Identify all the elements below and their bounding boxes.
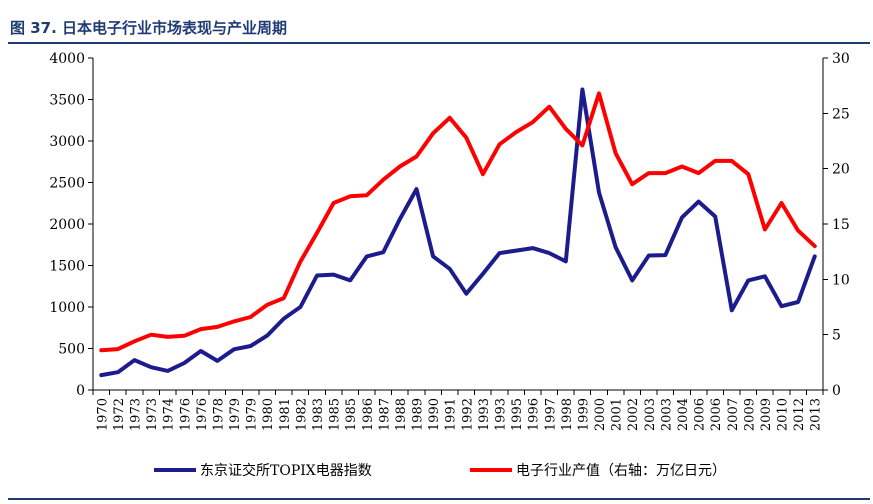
right-y-tick-label: 20 [832,162,850,178]
x-tick-label: 1996 [527,398,542,431]
right-y-tick-label: 30 [832,51,850,67]
x-tick-label: 1983 [311,398,326,431]
x-tick-label: 2001 [610,398,625,431]
x-tick-label: 1992 [460,398,475,431]
bottom-divider [8,498,870,500]
legend-swatch-output [470,468,512,472]
left-y-tick-label: 3500 [49,93,85,109]
x-tick-label: 1973 [128,398,143,431]
left-y-tick-label: 1000 [49,300,85,316]
x-tick-label: 1976 [195,398,210,431]
x-tick-label: 1997 [543,398,558,431]
x-tick-label: 1985 [328,398,343,431]
x-tick-label: 2012 [792,398,807,431]
left-y-tick-label: 2000 [49,217,85,233]
right-y-tick-label: 10 [832,272,850,288]
series-line-output [99,91,817,353]
x-tick-label: 2003 [643,398,658,431]
x-tick-label: 1993 [477,398,492,431]
legend-item-output: 电子行业产值（右轴：万亿日元） [470,460,726,480]
x-tick-label: 1999 [576,398,591,431]
x-tick-label: 2004 [676,398,691,431]
right-y-tick-label: 0 [832,383,841,399]
x-tick-label: 1974 [162,398,177,431]
x-tick-label: 2009 [742,398,757,431]
x-tick-label: 1980 [261,398,276,431]
x-tick-label: 1979 [245,398,260,431]
title-divider [8,42,870,44]
right-y-tick-label: 5 [832,328,841,344]
x-tick-label: 1990 [427,398,442,431]
series-line-topix [99,87,817,378]
x-tick-label: 2013 [809,398,824,431]
x-tick-label: 1993 [493,398,508,431]
x-tick-label: 1995 [510,398,525,431]
x-tick-label: 2006 [709,398,724,431]
legend-label-topix: 东京证交所TOPIX电器指数 [200,463,372,479]
left-y-tick-label: 500 [58,342,85,358]
x-tick-label: 2003 [659,398,674,431]
legend-label-output: 电子行业产值（右轴：万亿日元） [516,463,726,479]
x-tick-label: 1978 [211,398,226,431]
x-tick-label: 1991 [444,398,459,431]
right-y-tick-label: 25 [832,106,850,122]
left-y-tick-label: 1500 [49,259,85,275]
x-tick-label: 1982 [294,398,309,431]
x-tick-label: 2002 [626,398,641,431]
x-tick-label: 2000 [593,398,608,431]
left-y-tick-label: 0 [76,383,85,399]
x-tick-label: 1989 [411,398,426,431]
x-tick-label: 2007 [726,398,741,431]
x-tick-label: 1973 [145,398,160,431]
x-tick-label: 1976 [178,398,193,431]
page-title: 图 37. 日本电子行业市场表现与产业周期 [10,19,288,37]
legend-item-topix: 东京证交所TOPIX电器指数 [154,460,372,480]
x-tick-label: 1985 [344,398,359,431]
x-tick-label: 2009 [759,398,774,431]
left-y-tick-label: 4000 [49,51,85,67]
x-tick-label: 1986 [361,398,376,431]
x-tick-label: 1970 [95,398,110,431]
x-tick-label: 1988 [394,398,409,431]
x-tick-label: 1998 [560,398,575,431]
x-tick-label: 1987 [377,398,392,431]
right-y-tick-label: 15 [832,217,850,233]
x-tick-label: 1979 [228,398,243,431]
x-tick-label: 1981 [278,398,293,431]
x-tick-label: 1972 [112,398,127,431]
legend-swatch-topix [154,468,196,472]
x-tick-label: 2010 [776,398,791,431]
left-y-tick-label: 3000 [49,134,85,150]
x-tick-label: 2006 [693,398,708,431]
left-y-tick-label: 2500 [49,176,85,192]
